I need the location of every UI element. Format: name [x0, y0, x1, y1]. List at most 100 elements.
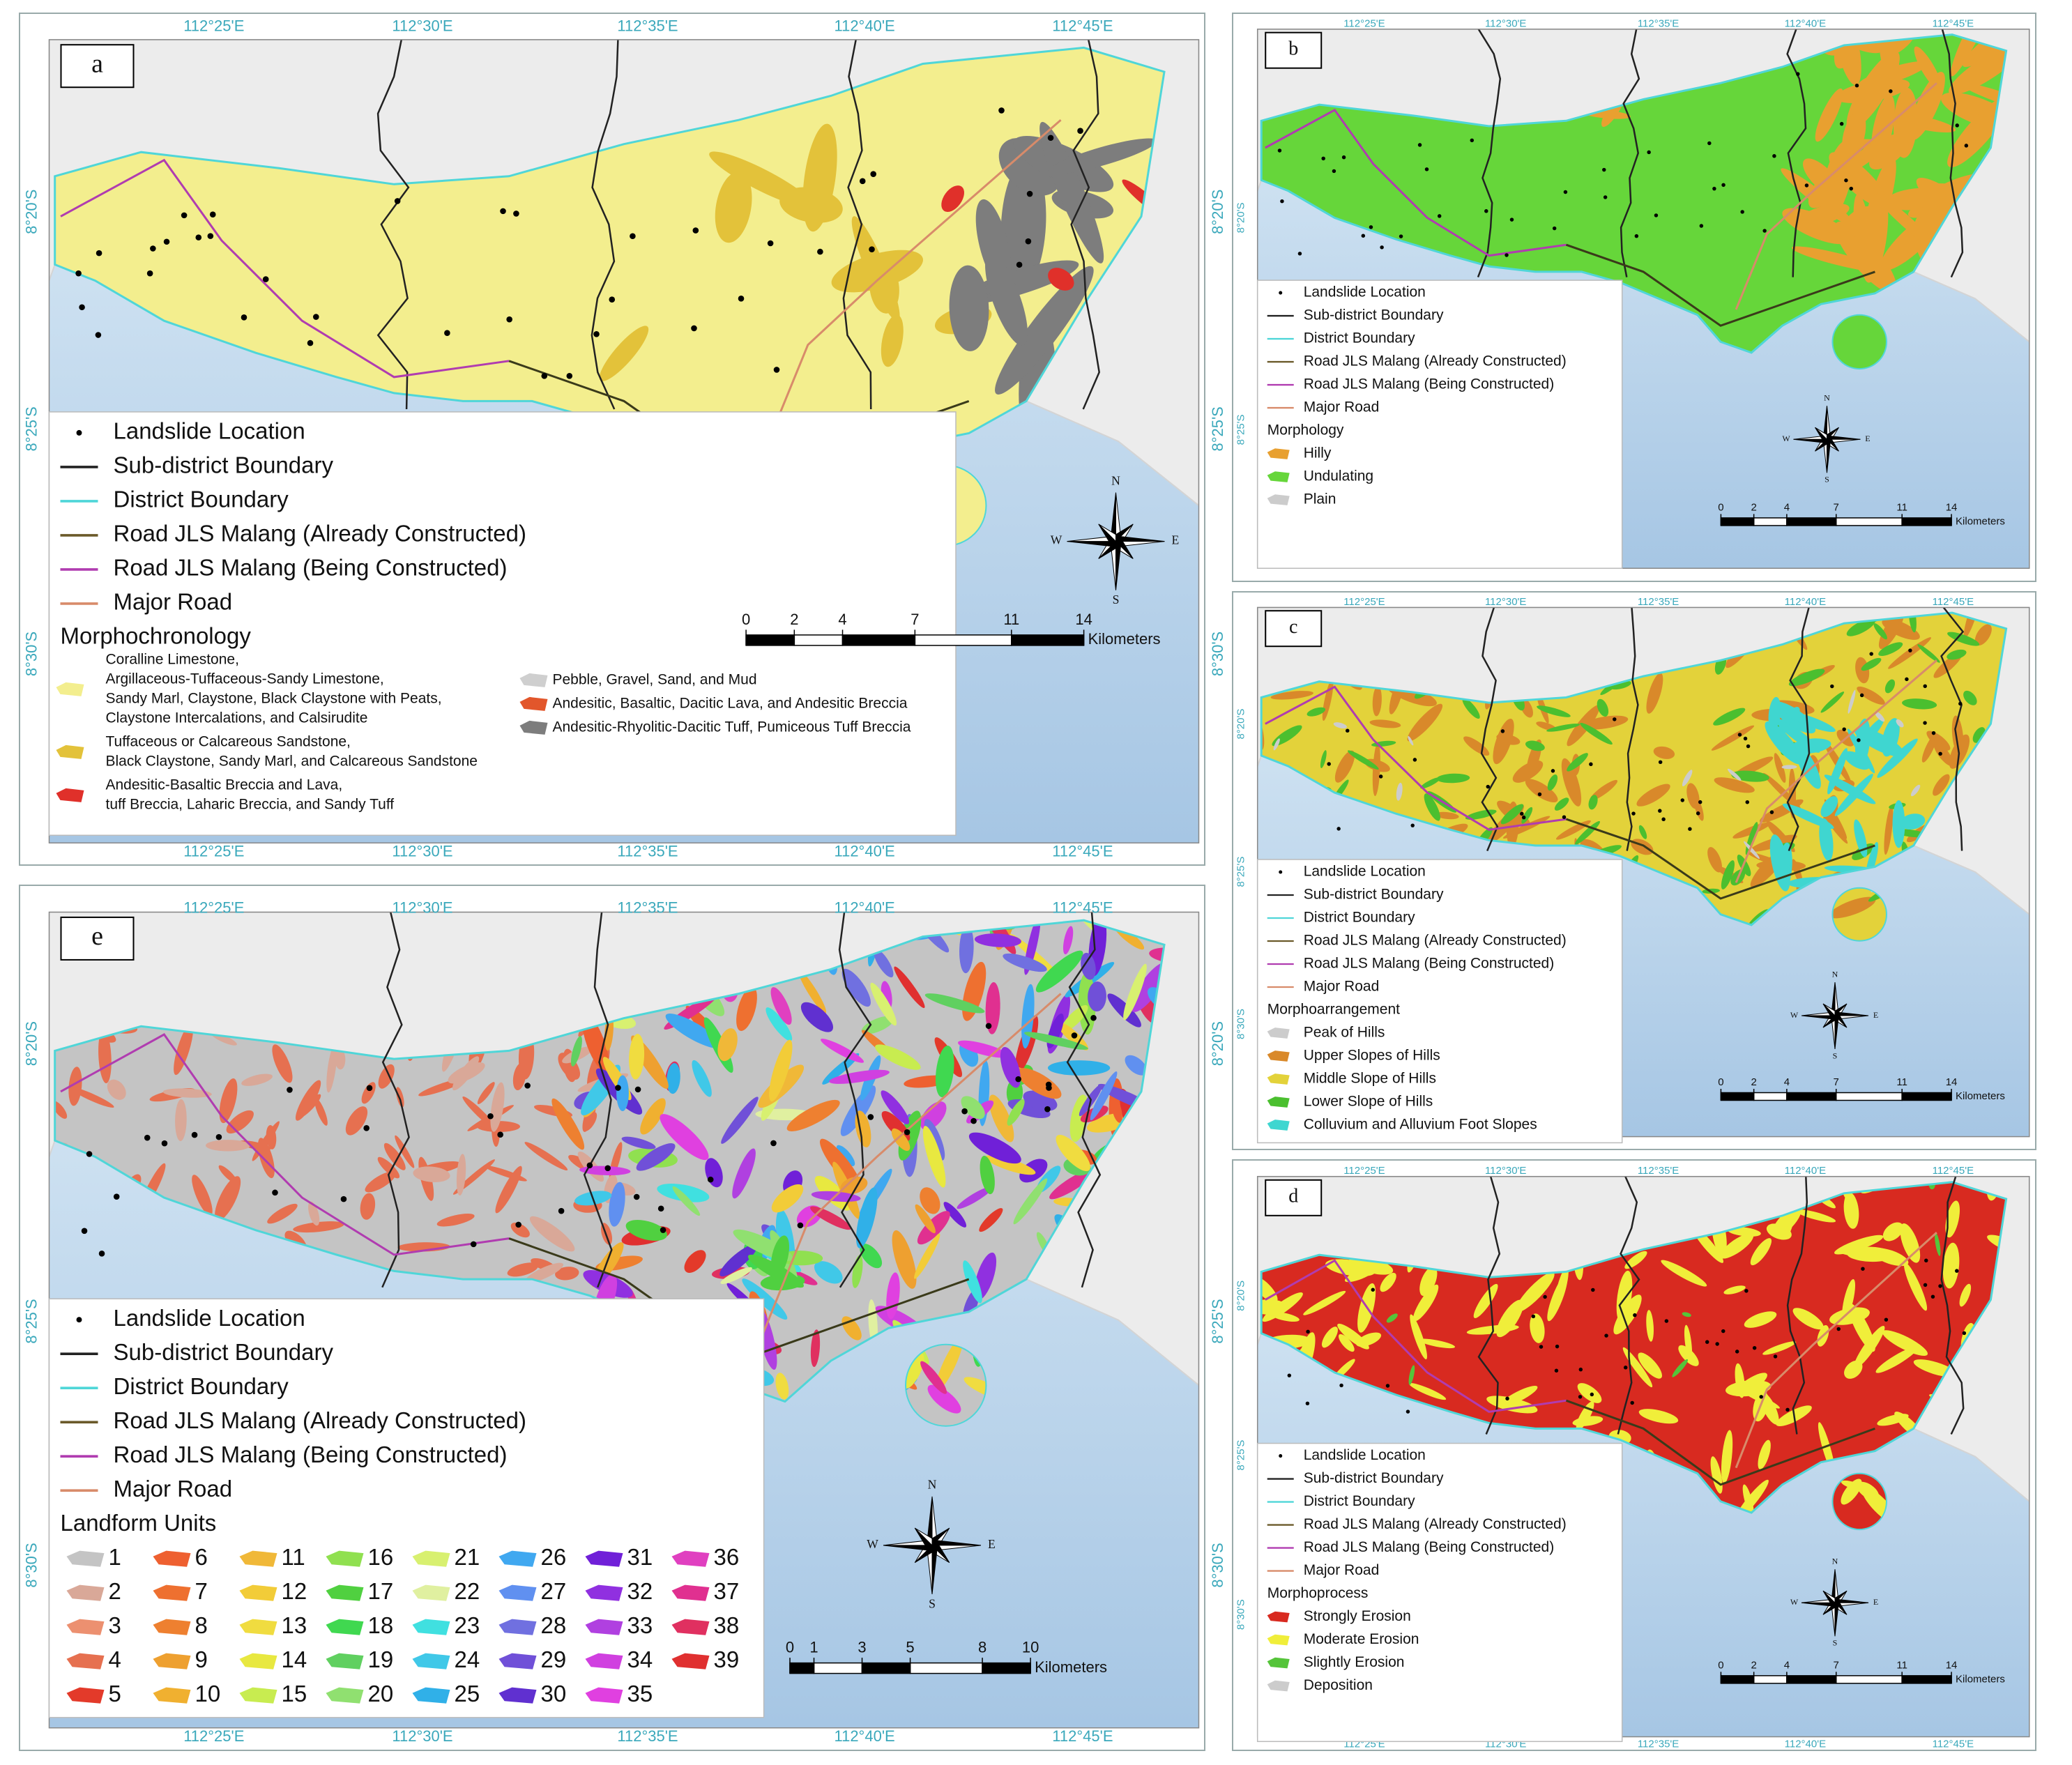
compass-point — [914, 1527, 933, 1547]
legend-label: Claystone Intercalations, and Calsirudit… — [106, 710, 368, 726]
landform-patch — [989, 1094, 1014, 1143]
longitude-label: 112°30'E — [392, 899, 452, 916]
legend-swatch — [585, 1653, 623, 1670]
landform-patch — [1947, 97, 2006, 168]
scale-label: 4 — [1784, 1076, 1790, 1088]
landform-patch — [1682, 770, 1693, 787]
landform-patch — [1638, 825, 1647, 839]
legend-label: 2 — [109, 1578, 121, 1604]
landform-patch — [257, 1138, 275, 1179]
landform-patch — [1597, 698, 1609, 717]
landslide-point — [541, 373, 548, 379]
latitude-label: 8°20'S — [1209, 190, 1226, 234]
landslide-point — [558, 1207, 565, 1214]
scale-segment — [1835, 1675, 1903, 1684]
landform-patch — [1774, 753, 1786, 783]
landslide-point — [1647, 150, 1651, 155]
landslide-point — [98, 1251, 105, 1257]
landslide-point — [1658, 760, 1663, 765]
landform-patch — [1781, 765, 1797, 770]
scale-label: 3 — [858, 1639, 866, 1656]
landslide-point — [1634, 234, 1639, 238]
landslide-point — [1025, 238, 1032, 245]
legend-label: 6 — [195, 1544, 208, 1570]
legend-label: Sub-district Boundary — [114, 1339, 334, 1365]
scale-segment — [1753, 1675, 1788, 1684]
latitude-label: 8°30'S — [1209, 632, 1226, 676]
sub-district-boundary — [591, 39, 619, 410]
scale-unit: Kilometers — [1088, 630, 1161, 648]
landform-patch — [1744, 841, 1760, 859]
landform-patch — [1861, 191, 1889, 283]
landform-patch — [68, 1067, 82, 1106]
landform-patch — [1877, 738, 1918, 778]
landform-patch — [860, 1244, 883, 1269]
longitude-label: 112°40'E — [834, 899, 894, 916]
longitude-label: 112°45'E — [1052, 842, 1113, 859]
legend-label: Road JLS Malang (Being Constructed) — [114, 555, 508, 581]
scale-segment — [1901, 517, 1952, 526]
legend-title: Morphology — [1267, 422, 1344, 438]
longitude-label: 112°25'E — [1343, 17, 1385, 29]
legend-label: 9 — [195, 1646, 208, 1672]
road-being-constructed — [1265, 685, 1567, 831]
legend-label: Landslide Location — [114, 418, 305, 444]
landform-patch — [175, 1099, 187, 1142]
landform-patch — [1035, 950, 1083, 993]
latitude-label: 8°20'S — [23, 1021, 40, 1066]
scale-label: 0 — [786, 1639, 794, 1656]
longitude-label: 112°30'E — [392, 1727, 452, 1745]
landform-patch — [1624, 1251, 1647, 1269]
scale-segment — [1835, 1092, 1903, 1101]
landform-patch — [456, 1154, 466, 1196]
landslide-point — [767, 240, 774, 247]
landform-patch — [485, 1166, 527, 1182]
landform-patch — [1048, 138, 1157, 174]
legend-label: Sub-district Boundary — [1304, 887, 1444, 903]
landform-patch — [1435, 811, 1459, 820]
landform-patch — [979, 1208, 1003, 1232]
landslide-point — [1707, 141, 1712, 146]
longitude-label: 112°45'E — [1052, 17, 1113, 34]
scale-label: 11 — [1896, 1659, 1907, 1671]
landform-patch — [1418, 1338, 1456, 1349]
landslide-point — [1854, 83, 1859, 88]
legend-label: 36 — [714, 1544, 740, 1570]
scale-label: 7 — [1834, 1659, 1839, 1671]
landform-patch — [1874, 711, 1885, 722]
legend-label: 20 — [368, 1681, 394, 1706]
landform-patch — [822, 1053, 860, 1085]
longitude-label: 112°35'E — [1638, 1165, 1679, 1177]
landslide-point — [287, 1087, 293, 1093]
landform-patch — [1047, 1060, 1111, 1076]
legend-label: Major Road — [114, 589, 233, 615]
landform-patch — [775, 1373, 789, 1400]
legend-label: 13 — [282, 1612, 307, 1638]
landslide-point — [660, 1227, 666, 1233]
landform-patch — [436, 1214, 475, 1227]
landslide-point — [272, 1189, 278, 1196]
legend-swatch — [239, 1619, 277, 1635]
landslide-point — [1554, 1368, 1559, 1373]
landslide-point — [1924, 1258, 1928, 1263]
longitude-label: 112°25'E — [183, 1727, 244, 1745]
legend-swatch — [239, 1584, 277, 1601]
compass-point — [1822, 1003, 1836, 1017]
landform-patch — [840, 1085, 876, 1136]
landform-patch — [395, 1135, 415, 1168]
compass-letter: W — [1051, 533, 1062, 547]
landslide-point — [1930, 1294, 1935, 1299]
legend-swatch — [585, 1550, 623, 1567]
landslide-point — [307, 339, 314, 346]
compass-letter: S — [1113, 593, 1120, 606]
road-already-constructed — [1566, 243, 1875, 327]
landslide-point — [604, 1165, 611, 1172]
landslide-point — [867, 1114, 874, 1120]
sub-district-boundary — [842, 39, 872, 410]
latitude-label: 8°20'S — [1209, 1021, 1226, 1066]
landform-patch — [719, 1244, 758, 1277]
landform-patch — [1885, 188, 1947, 211]
landform-patch — [1727, 768, 1742, 781]
landform-patch — [1307, 707, 1326, 717]
legend-label: 12 — [282, 1578, 307, 1604]
